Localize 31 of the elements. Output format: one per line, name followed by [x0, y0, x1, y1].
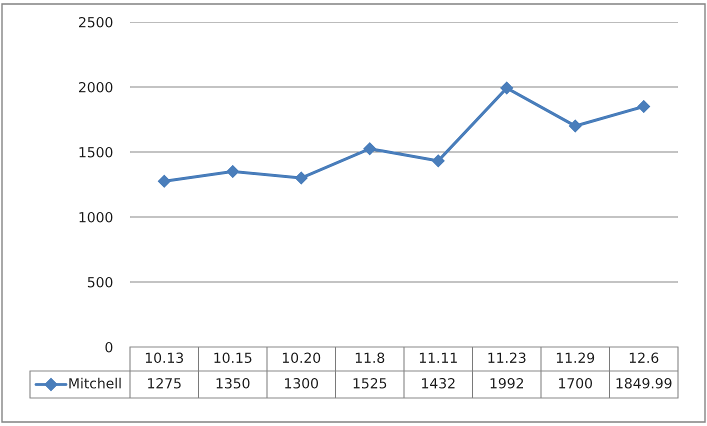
- y-tick-label: 1500: [80, 146, 112, 158]
- point: [500, 82, 514, 94]
- point: [432, 154, 445, 168]
- y-tick-label: 1000: [80, 212, 112, 222]
- point: [363, 142, 376, 156]
- x-tick-label: 11.11: [420, 352, 457, 363]
- x-tick-label: 11.29: [556, 352, 594, 364]
- point: [294, 172, 308, 184]
- y-tick-label: 0: [105, 342, 112, 352]
- x-tick-label: 12.6: [630, 352, 658, 364]
- x-tick-label: 10.20: [282, 352, 320, 364]
- y-tick-label: 500: [88, 276, 112, 288]
- y-tick-label: 2500: [79, 16, 112, 28]
- y-tick-label: 2000: [79, 82, 112, 92]
- point: [158, 174, 171, 188]
- x-tick-label: 11.8: [356, 352, 384, 364]
- data-label: 1275: [148, 378, 181, 389]
- point: [568, 120, 582, 132]
- data-label: 1525: [354, 378, 386, 389]
- point: [226, 165, 240, 178]
- data-label: 1992: [490, 378, 524, 389]
- data-label: 1700: [559, 378, 592, 389]
- point: [637, 100, 650, 113]
- legend-label: Mitchell: [69, 378, 121, 389]
- data-label: 1432: [422, 378, 455, 389]
- data-label: 1350: [216, 378, 250, 389]
- data-label: 1300: [285, 378, 318, 389]
- x-tick-label: 11.23: [488, 352, 526, 364]
- x-tick-label: 10.15: [214, 352, 252, 364]
- x-tick-label: 10.13: [146, 352, 184, 364]
- data-label: 1849.99: [616, 378, 672, 389]
